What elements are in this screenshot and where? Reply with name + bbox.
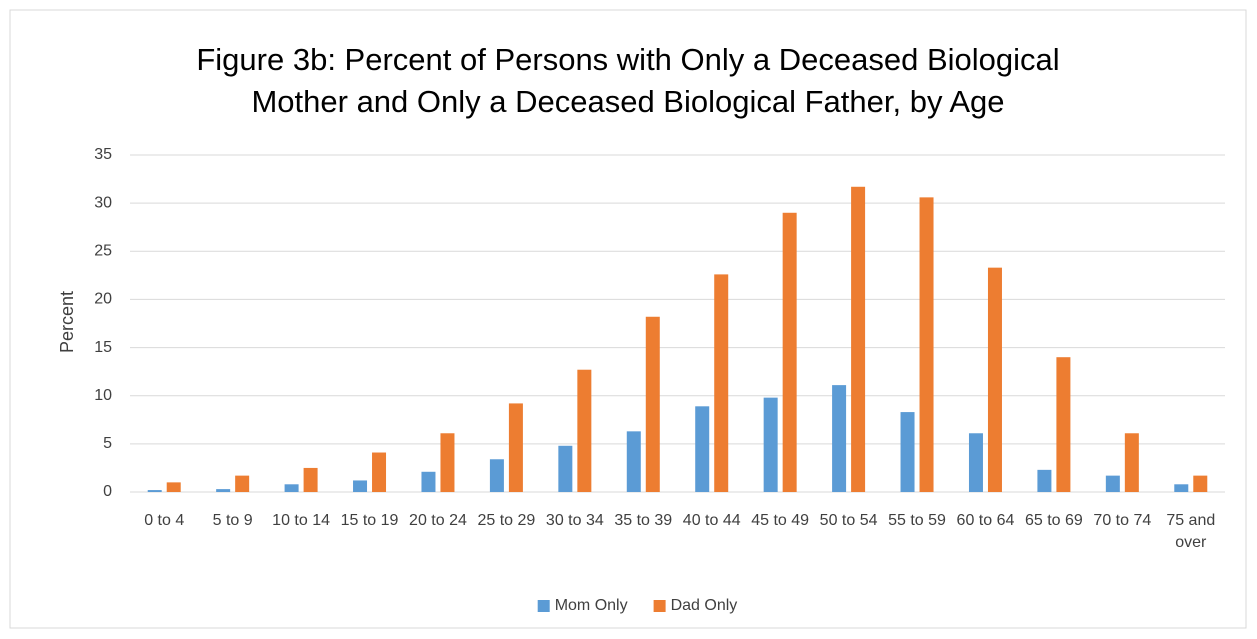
x-tick-label: 55 to 59 xyxy=(888,512,946,529)
x-tick-label: 35 to 39 xyxy=(614,512,672,529)
legend: Mom Only Dad Only xyxy=(537,597,738,614)
bar xyxy=(1193,475,1208,492)
y-tick-label: 20 xyxy=(94,291,112,308)
x-tick-label: 10 to 14 xyxy=(272,512,330,529)
chart-frame xyxy=(9,9,1247,629)
bar xyxy=(851,186,866,492)
y-tick-label: 0 xyxy=(103,483,112,500)
bar xyxy=(763,397,778,492)
legend-swatch xyxy=(537,600,550,612)
x-tick-label: 15 to 19 xyxy=(341,512,399,529)
legend-label: Dad Only xyxy=(671,597,738,614)
bar xyxy=(353,480,368,492)
bar xyxy=(508,403,523,492)
y-tick-label: 5 xyxy=(103,435,112,452)
bar xyxy=(1056,357,1071,492)
bar xyxy=(782,212,797,492)
y-tick-label: 25 xyxy=(94,243,112,260)
bar xyxy=(489,459,504,492)
bar xyxy=(235,475,250,492)
bar xyxy=(832,385,847,492)
bar xyxy=(577,369,592,492)
x-tick-label: 40 to 44 xyxy=(683,512,741,529)
bar xyxy=(558,445,573,492)
bar xyxy=(1105,475,1120,492)
bar xyxy=(1174,484,1189,492)
x-tick-label: 45 to 49 xyxy=(751,512,809,529)
y-tick-label: 35 xyxy=(94,146,112,163)
bar xyxy=(714,274,729,492)
y-tick-label: 10 xyxy=(94,387,112,404)
x-tick-label: 30 to 34 xyxy=(546,512,604,529)
x-tick-label: 20 to 24 xyxy=(409,512,467,529)
x-tick-label: 5 to 9 xyxy=(213,512,253,529)
x-tick-label: 70 to 74 xyxy=(1093,512,1151,529)
bar xyxy=(1124,433,1139,492)
legend-swatch xyxy=(653,600,666,612)
x-tick-label: 50 to 54 xyxy=(820,512,878,529)
bar xyxy=(166,482,181,492)
bar xyxy=(900,412,915,492)
bar xyxy=(968,433,983,492)
y-tick-label: 30 xyxy=(94,194,112,211)
legend-label: Mom Only xyxy=(555,597,628,614)
bar xyxy=(216,489,231,492)
bar xyxy=(421,471,436,492)
bar xyxy=(695,406,710,492)
bar xyxy=(987,267,1002,492)
y-axis-label: Percent xyxy=(57,291,77,353)
x-tick-label: 65 to 69 xyxy=(1025,512,1083,529)
bar xyxy=(626,431,641,492)
bar xyxy=(147,490,162,492)
bar xyxy=(645,316,660,492)
bar xyxy=(1037,469,1052,492)
chart-title: Figure 3b: Percent of Persons with Only … xyxy=(196,42,1059,119)
x-tick-label: 25 to 29 xyxy=(477,512,535,529)
bar xyxy=(440,433,455,492)
x-tick-label: 0 to 4 xyxy=(144,512,184,529)
bar xyxy=(303,467,318,492)
y-tick-label: 15 xyxy=(94,339,112,356)
x-tick-label: 75 and over xyxy=(1166,512,1215,551)
bar xyxy=(372,452,387,492)
bar xyxy=(284,484,299,492)
x-tick-label: 60 to 64 xyxy=(957,512,1015,529)
bar xyxy=(919,197,934,492)
